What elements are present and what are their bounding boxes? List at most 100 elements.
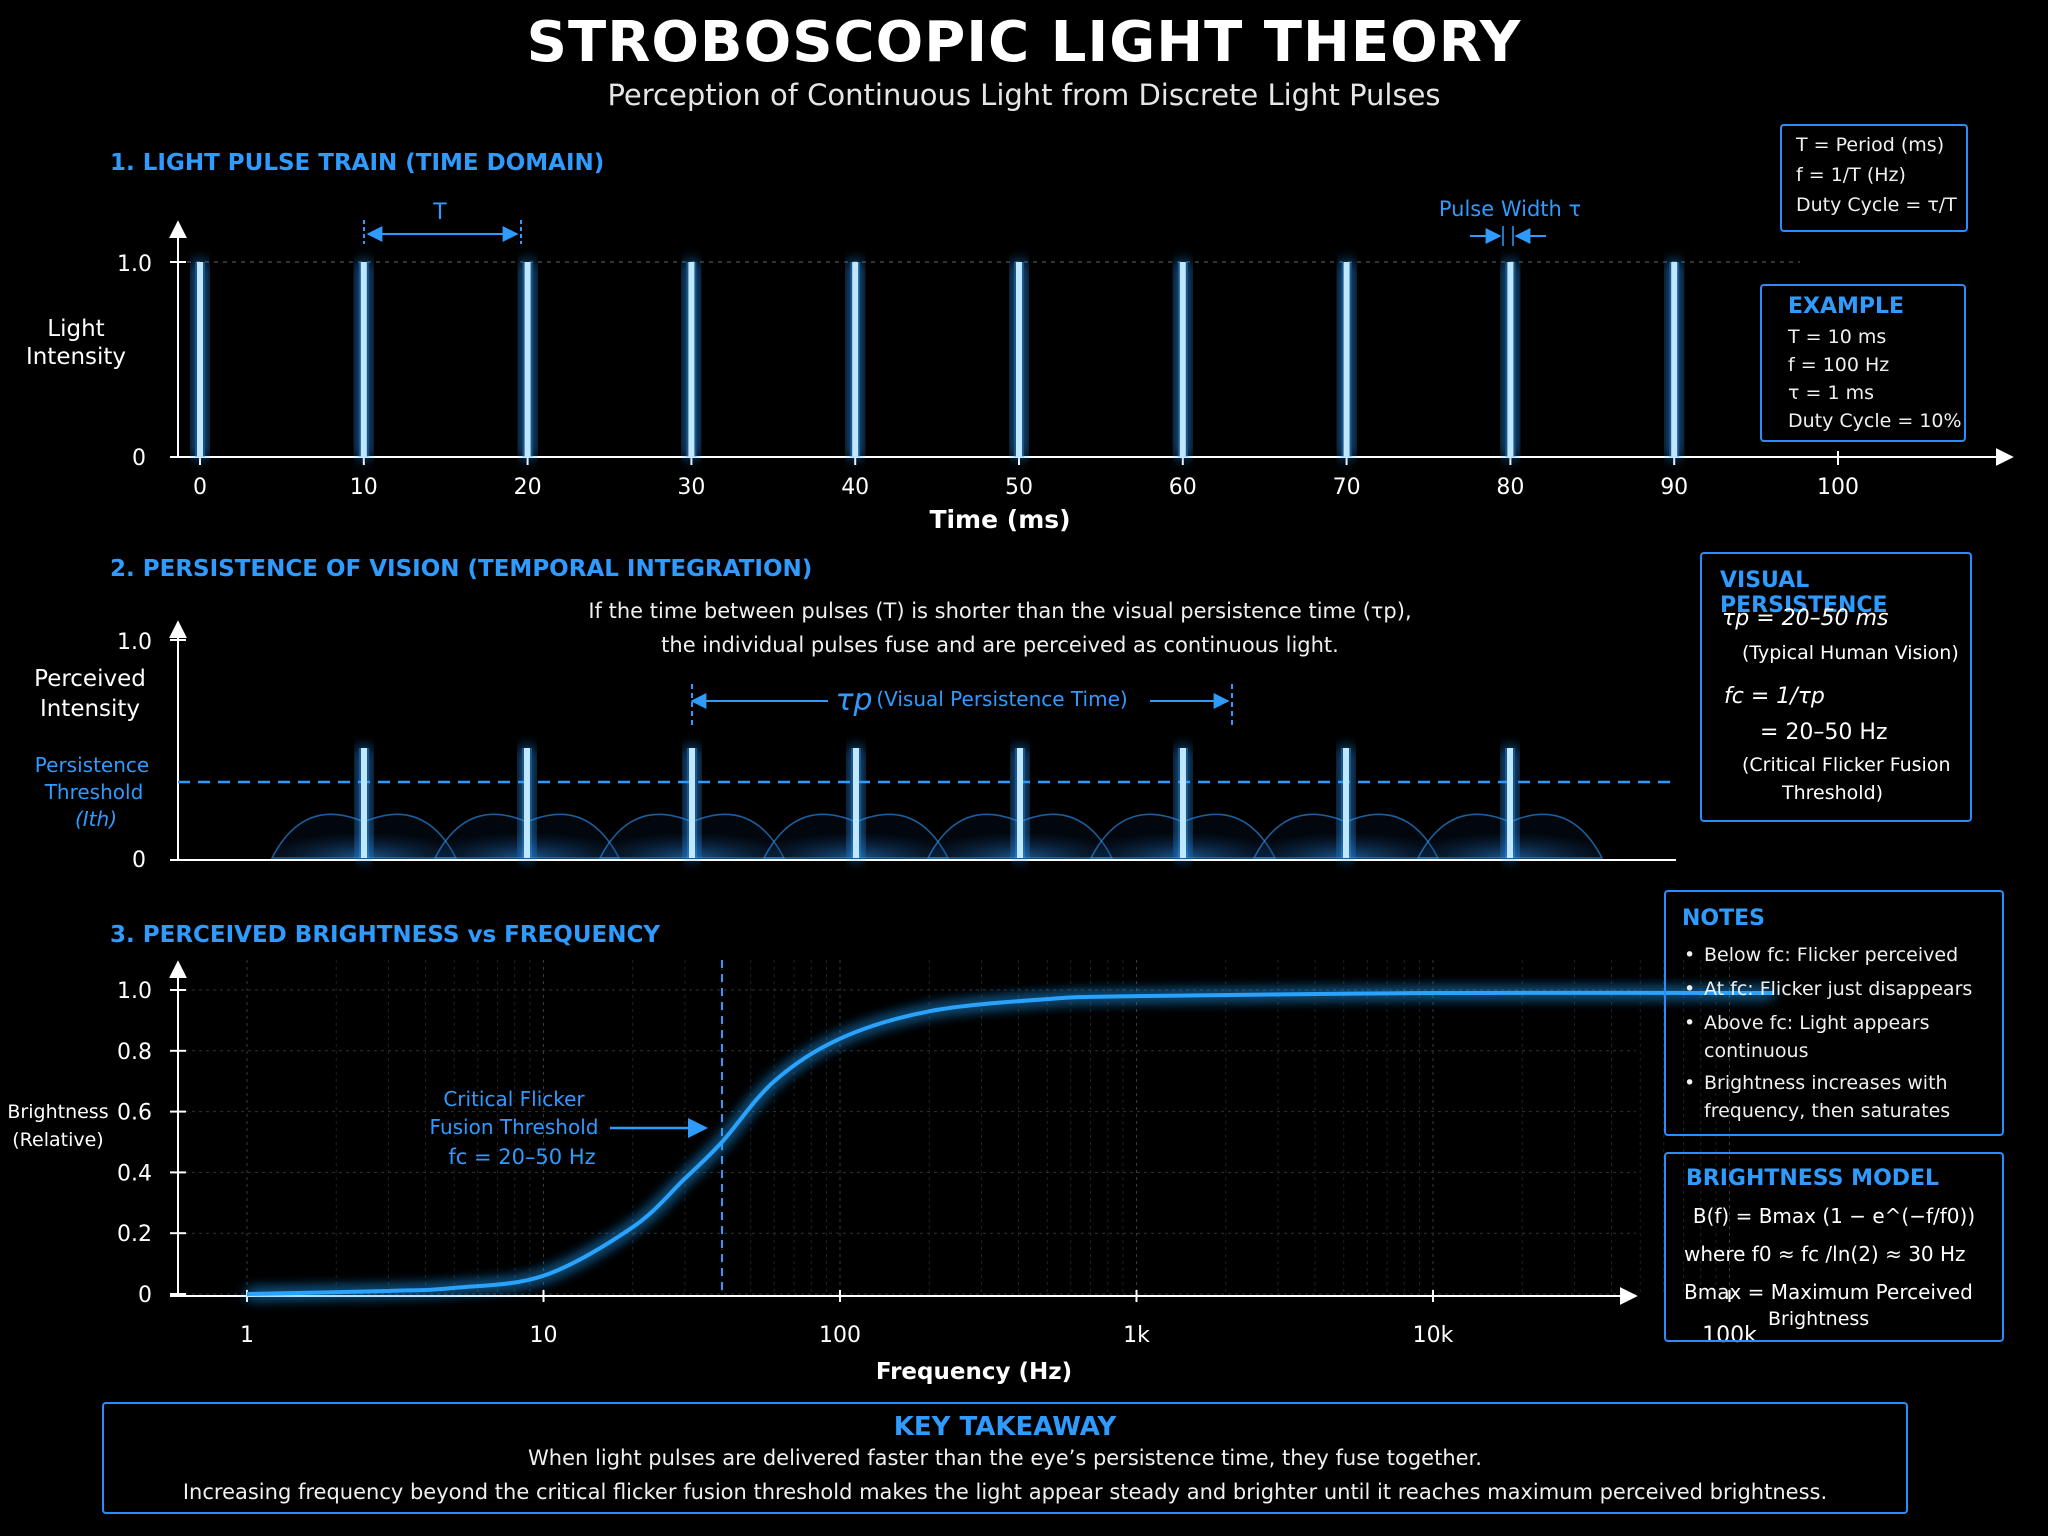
note-item-at: At fc: Flicker just disappears [1684,976,1972,1002]
s3-ylabel-line2: (Relative) [12,1129,103,1151]
brightness-curve [246,990,1773,1296]
s3-xlabel: Frequency (Hz) [876,1359,1072,1385]
key-takeaway-box: KEY TAKEAWAY When light pulses are deliv… [102,1402,1908,1514]
s1-ytick-label-zero: 0 [132,446,146,471]
s1-pulse [1016,262,1022,457]
s1-pulse [524,262,531,457]
s2-pulse [361,748,367,858]
s3-ticks: 0 0.2 0.4 0.6 0.8 1.0 1 10 100 1k 10k 100k [117,979,1757,1348]
s1-xtick-label: 90 [1660,475,1688,500]
notes-box: NOTES Below fc: Flicker perceived At fc:… [1664,890,2004,1136]
s3-ytick-label: 0 [138,1283,152,1308]
s1-xtick-label: 10 [350,475,378,500]
s3-ytick-label: 0.8 [117,1040,152,1065]
vp-heading: VISUAL PERSISTENCE [1720,568,1888,618]
s2-pulse [1343,748,1349,858]
def-frequency: f = 1/T (Hz) [1796,164,1906,186]
s3-xtick-label: 100k [1702,1323,1757,1348]
s3-xtick-label: 1k [1123,1323,1150,1348]
example-duty-cycle: Duty Cycle = 10% [1788,410,1962,432]
s1-pulse [688,262,695,457]
model-where: where f0 ≈ fc /ln(2) ≈ 30 Hz [1684,1242,1966,1266]
note-item-above-cont: continuous [1704,1040,1809,1062]
s2-ytick-label-top: 1.0 [117,630,152,655]
s1-xtick-label: 20 [514,475,542,500]
def-duty-cycle: Duty Cycle = τ/T [1796,194,1957,216]
note-item-above: Above fc: Light appears [1684,1010,1930,1036]
s1-pulse [1179,262,1186,457]
section2-heading: 2. PERSISTENCE OF VISION (TEMPORAL INTEG… [110,556,812,582]
model-heading: BRIGHTNESS MODEL [1686,1166,1940,1191]
page-title: STROBOSCOPIC LIGHT THEORY [526,10,1522,75]
page-subtitle: Perception of Continuous Light from Disc… [607,78,1441,112]
s2-pulse-train [359,748,1515,858]
s1-pulse [197,262,203,457]
s1-ytick-label-top: 1.0 [117,252,152,277]
model-formula: B(f) = Bmax (1 − e^(−f/f0)) [1692,1204,1976,1228]
s3-ylabel-line1: Brightness [7,1101,108,1123]
s3-grid [178,960,1730,1296]
s1-pulse [360,262,367,457]
takeaway-line1: When light pulses are delivered faster t… [528,1446,1482,1470]
period-label: T [432,200,447,225]
annotation-line3: fc = 20–50 Hz [448,1145,595,1169]
s2-pulse [1180,748,1186,858]
s2-integration-humps [270,813,1604,859]
vp-cff-line2: Threshold) [1782,782,1884,804]
s1-xtick-label: 40 [841,475,869,500]
annotation-line2: Fusion Threshold [430,1115,599,1139]
threshold-label-line1: Persistence [35,753,149,777]
s1-xtick-label: 100 [1817,475,1859,500]
s1-ylabel-line1: Light [47,316,104,342]
s3-xtick-label: 100 [819,1323,861,1348]
example-period: T = 10 ms [1788,326,1887,348]
model-bmax-line1: Bmax = Maximum Perceived [1684,1280,1973,1304]
s1-pulse-train [195,262,1680,457]
example-pulse-width: τ = 1 ms [1788,382,1874,404]
note-item-brightness: Brightness increases with [1684,1070,1948,1096]
s1-xtick-label: 60 [1169,475,1197,500]
example-heading: EXAMPLE [1788,294,1905,319]
notes-heading: NOTES [1682,906,1765,931]
s1-pulse [852,262,859,457]
s1-x-ticks: 0 10 20 30 40 50 60 70 80 90 100 [193,451,1859,500]
pulse-width-label: Pulse Width τ [1439,197,1581,221]
s2-explanation-line1: If the time between pulses (T) is shorte… [588,599,1411,623]
s3-ytick-label: 0.6 [117,1101,152,1126]
note-item-brightness-cont: frequency, then saturates [1704,1100,1951,1122]
visual-persistence-box: VISUAL PERSISTENCE τp = 20–50 ms (Typica… [1700,552,1972,822]
annotation-line1: Critical Flicker [443,1087,585,1111]
s2-ytick-label-zero: 0 [132,848,146,873]
s1-pulse [1343,262,1350,457]
s1-pulse [1507,262,1514,457]
section3-heading: 3. PERCEIVED BRIGHTNESS vs FREQUENCY [110,922,660,948]
s2-pulse [689,748,695,858]
s1-ylabel-line2: Intensity [26,344,126,370]
definitions-box: T = Period (ms) f = 1/T (Hz) Duty Cycle … [1780,124,1968,232]
s3-ytick-label: 0.2 [117,1222,152,1247]
s3-xtick-label: 10k [1413,1323,1454,1348]
s2-ylabel-line2: Intensity [40,696,140,722]
vp-tau-range: τp = 20–50 ms [1722,606,1889,631]
threshold-label-line3: (Ith) [75,807,117,831]
model-bmax-line2: Brightness [1768,1308,1870,1330]
vp-typical: (Typical Human Vision) [1742,642,1959,664]
s3-ytick-label: 0.4 [117,1161,152,1186]
s1-xtick-label: 70 [1333,475,1361,500]
section1-heading: 1. LIGHT PULSE TRAIN (TIME DOMAIN) [110,150,604,176]
def-period: T = Period (ms) [1796,134,1945,156]
s1-xtick-label: 50 [1005,475,1033,500]
brightness-model-box: BRIGHTNESS MODEL B(f) = Bmax (1 − e^(−f/… [1664,1152,2004,1342]
example-frequency: f = 100 Hz [1788,354,1890,376]
note-item-below: Below fc: Flicker perceived [1684,942,1958,968]
threshold-label-line2: Threshold [44,780,144,804]
s3-xtick-label: 1 [240,1323,254,1348]
s2-pulse [853,748,859,858]
s1-xtick-label: 80 [1496,475,1524,500]
vp-fc-formula: fc = 1/τp [1724,684,1825,709]
takeaway-line2: Increasing frequency beyond the critical… [182,1480,1828,1504]
takeaway-heading: KEY TAKEAWAY [893,1412,1117,1442]
s1-xtick-label: 0 [193,475,207,500]
s1-xlabel: Time (ms) [929,505,1070,534]
